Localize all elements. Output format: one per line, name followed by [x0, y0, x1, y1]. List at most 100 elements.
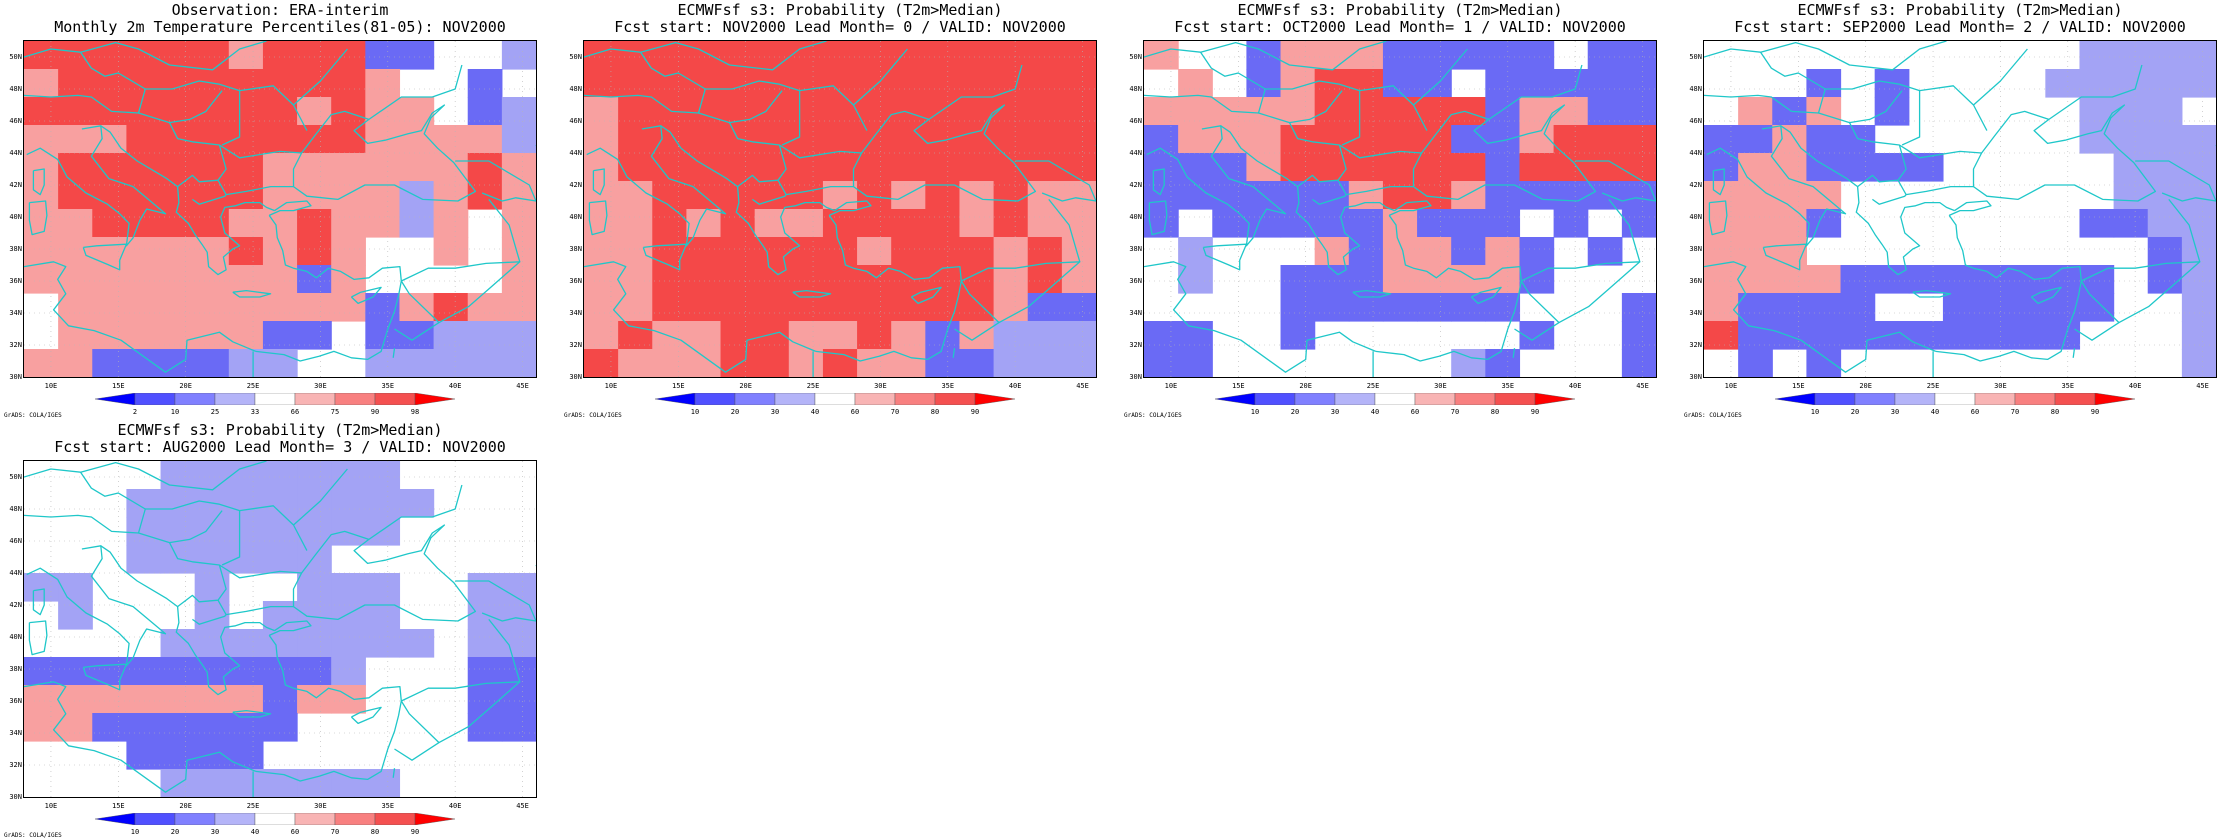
- grid-cell: [1485, 265, 1521, 294]
- colorbar-segment: [1254, 393, 1296, 405]
- longitude-label: 15E: [671, 382, 685, 390]
- grid-cell: [433, 349, 469, 377]
- grid-cell: [1382, 153, 1418, 182]
- grid-cell: [501, 349, 536, 377]
- grid-cell: [1587, 125, 1623, 154]
- coastline: [1470, 286, 1502, 305]
- grid-cell: [2147, 125, 2183, 154]
- coastline: [232, 709, 272, 718]
- grid-cell: [92, 41, 127, 70]
- coastline: [292, 524, 477, 622]
- colorbar: [1215, 393, 1575, 405]
- grid-cell: [652, 265, 687, 294]
- grid-cell: [1621, 293, 1656, 322]
- grid-cell: [467, 181, 503, 210]
- grid-cell: [467, 573, 503, 602]
- grid-cell: [1382, 265, 1418, 294]
- coastline: [138, 510, 223, 544]
- coastline: [777, 179, 854, 196]
- coastline: [1146, 125, 1287, 247]
- grid-cell: [399, 489, 435, 518]
- colorbar-segment: [655, 393, 696, 405]
- longitude-label: 45E: [2196, 382, 2209, 390]
- colorbar-tick-label: 60: [1410, 408, 1420, 416]
- colorbar-segment: [734, 393, 776, 405]
- colorbar-tick-label: 10: [1810, 408, 1820, 416]
- coastline: [1312, 194, 1347, 205]
- grid-cell: [501, 153, 536, 182]
- longitude-label: 25E: [246, 382, 260, 390]
- grid-cell: [92, 209, 127, 238]
- grid-cell: [822, 125, 858, 154]
- grid-cell: [365, 461, 401, 490]
- coastline: [815, 215, 962, 362]
- grid-cell: [92, 69, 127, 98]
- coastline: [24, 41, 267, 71]
- grid-cell: [228, 713, 264, 742]
- grid-cell: [1977, 321, 2012, 350]
- grid-cell: [1806, 265, 1842, 294]
- map-frame: [1703, 40, 2217, 378]
- grid-cell: [959, 293, 995, 322]
- grid-cell: [126, 293, 162, 322]
- grid-cell: [754, 293, 790, 322]
- grid-cell: [2113, 97, 2149, 126]
- grid-cell: [754, 349, 790, 377]
- colorbar-tick-label: 70: [890, 408, 900, 416]
- grid-cell: [1280, 321, 1316, 350]
- grid-cell: [58, 97, 93, 126]
- colorbar-segment: [174, 393, 216, 405]
- grid-cell: [686, 125, 722, 154]
- title-line: Fcst start: AUG2000 Lead Month= 3 / VALI…: [54, 438, 506, 456]
- grid-cell: [1027, 321, 1063, 350]
- grid-cell: [1587, 97, 1623, 126]
- longitude-label: 35E: [941, 382, 955, 390]
- grid-cell: [331, 461, 366, 490]
- colorbar-tick-label: 60: [850, 408, 860, 416]
- colorbar-tick-label: 2: [132, 408, 138, 416]
- grid-cell: [1417, 293, 1452, 322]
- colorbar-segment: [1215, 393, 1256, 405]
- longitude-label: 40E: [448, 382, 462, 390]
- latitude-label: 44N: [9, 149, 22, 157]
- colorbar-tick-label: 70: [1450, 408, 1460, 416]
- longitude-label: 10E: [44, 382, 58, 390]
- grid-cell: [959, 97, 995, 126]
- latitude-label: 42N: [569, 181, 582, 189]
- title-line: ECMWFsf s3: Probability (T2m>Median): [1237, 1, 1563, 19]
- grid-cell: [1519, 181, 1555, 210]
- coastline: [952, 348, 956, 358]
- grid-cell: [297, 181, 332, 210]
- grid-cell: [331, 517, 366, 546]
- grid-cell: [652, 153, 687, 182]
- colorbar-segment: [2054, 393, 2096, 405]
- latitude-label: 40N: [9, 213, 22, 221]
- grid-cell: [160, 321, 196, 350]
- coastline: [852, 104, 1037, 202]
- grid-cell: [993, 97, 1029, 126]
- grid-cell: [822, 41, 858, 70]
- grid-cell: [788, 41, 824, 70]
- grid-cell: [228, 349, 264, 377]
- grid-cell: [228, 209, 264, 238]
- grid-cell: [720, 265, 756, 294]
- grid-cell: [2147, 181, 2183, 210]
- grid-cell: [467, 713, 503, 742]
- grid-cell: [2045, 293, 2081, 322]
- grid-cell: [1280, 293, 1316, 322]
- grid-cell: [194, 601, 230, 630]
- grid-cell: [160, 461, 196, 490]
- coastline: [592, 168, 605, 196]
- longitude-label: 15E: [111, 802, 125, 810]
- coastline: [1912, 289, 1952, 298]
- map-frame: [1143, 40, 1657, 378]
- coastline: [1704, 41, 1947, 71]
- grid-cell: [1178, 153, 1213, 182]
- grid-cell: [993, 237, 1029, 266]
- colorbar-segment: [2014, 393, 2056, 405]
- colorbar-segment: [95, 813, 136, 825]
- grid-cell: [1738, 321, 1773, 350]
- colorbar-segment: [95, 393, 136, 405]
- grid-cell: [652, 209, 687, 238]
- grid-cell: [262, 153, 298, 182]
